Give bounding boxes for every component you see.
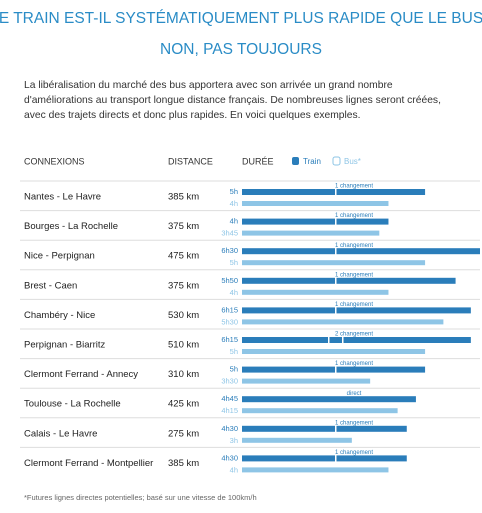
bus-bar <box>242 378 371 384</box>
change-divider <box>328 336 330 344</box>
connection-name: Nice - Perpignan <box>24 251 95 262</box>
connection-name: Chambéry - Nice <box>24 310 95 321</box>
intro-box: La libéralisation du marché des bus appo… <box>24 80 441 121</box>
legend-bus: Bus* <box>344 157 361 166</box>
note: 1 changement <box>335 272 373 278</box>
footnote: *Futures lignes directes potentielles; b… <box>24 493 257 502</box>
bus-bar <box>242 319 444 325</box>
connection-name: Clermont Ferrand - Montpellier <box>24 458 153 469</box>
connection-name: Calais - Le Havre <box>24 428 97 439</box>
note: direct <box>347 391 362 397</box>
train-bar <box>242 218 389 225</box>
train-label: 4h30 <box>221 453 238 462</box>
change-divider <box>335 454 337 463</box>
train-bar <box>242 396 416 403</box>
column-header: DISTANCE <box>168 156 213 166</box>
distance: 385 km <box>168 458 199 469</box>
change-divider <box>335 365 337 374</box>
bus-label: 5h <box>230 258 238 267</box>
distance: 425 km <box>168 399 199 410</box>
title: LE TRAIN EST-IL SYSTÉMATIQUEMENT PLUS RA… <box>0 10 482 27</box>
distance: 375 km <box>168 280 199 291</box>
bus-bar <box>242 349 426 354</box>
connection-name: Brest - Caen <box>24 280 77 291</box>
bus-bar <box>242 230 380 236</box>
train-bar <box>242 455 407 462</box>
bus-label: 4h <box>230 465 238 474</box>
change-divider <box>335 247 337 256</box>
train-label: 4h45 <box>221 394 238 403</box>
bus-label: 4h <box>230 199 238 208</box>
train-label: 5h <box>230 187 238 196</box>
note: 1 changement <box>335 243 373 249</box>
note: 1 changement <box>335 450 373 456</box>
legend-train: Train <box>303 157 321 166</box>
train-bar <box>242 277 456 284</box>
bus-bar <box>242 467 389 473</box>
legend: Train Bus* <box>292 156 361 166</box>
train-label: 5h50 <box>221 276 238 285</box>
train-bar <box>242 337 471 343</box>
bus-bar <box>242 260 426 266</box>
change-divider <box>335 424 337 433</box>
train-bar <box>242 248 480 255</box>
bus-label: 3h30 <box>221 377 238 386</box>
bus-icon <box>332 156 341 166</box>
train-bar <box>242 307 471 314</box>
bus-label: 5h30 <box>221 317 238 326</box>
connection-name: Nantes - Le Havre <box>24 192 101 203</box>
connection-name: Bourges - La Rochelle <box>24 221 118 232</box>
distance: 475 km <box>168 251 199 262</box>
train-label: 4h30 <box>221 424 238 433</box>
column-header: DURÉE <box>242 156 274 166</box>
train-label: 5h <box>230 365 238 374</box>
subtitle: NON, PAS TOUJOURS <box>160 41 322 58</box>
bus-label: 3h <box>230 436 238 445</box>
train-label: 6h15 <box>221 335 238 344</box>
bus-label: 3h45 <box>221 229 238 238</box>
note: 1 changement <box>335 184 373 190</box>
train-label: 6h30 <box>221 246 238 255</box>
bus-bar <box>242 408 398 414</box>
bus-label: 4h15 <box>221 406 238 415</box>
train-bar <box>242 366 426 373</box>
distance: 530 km <box>168 310 199 321</box>
note: 1 changement <box>335 302 373 308</box>
distance: 385 km <box>168 192 199 203</box>
connection-name: Clermont Ferrand - Annecy <box>24 369 138 380</box>
train-icon <box>292 157 299 165</box>
train-label: 6h15 <box>221 305 238 314</box>
note: 1 changement <box>335 361 373 367</box>
change-divider <box>335 276 337 285</box>
change-divider <box>335 306 337 315</box>
column-header: CONNEXIONS <box>24 156 85 166</box>
bus-bar <box>242 289 389 295</box>
note: 1 changement <box>335 420 373 426</box>
change-divider <box>342 336 344 344</box>
train-bar <box>242 425 407 432</box>
intro: La libéralisation du marché des bus appo… <box>24 80 441 121</box>
train-label: 4h <box>230 217 238 226</box>
bus-label: 5h <box>230 347 238 356</box>
bus-bar <box>242 201 389 206</box>
bus-label: 4h <box>230 288 238 297</box>
distance: 375 km <box>168 221 199 232</box>
connection-name: Perpignan - Biarritz <box>24 340 106 351</box>
train-bar <box>242 189 426 195</box>
connection-name: Toulouse - La Rochelle <box>24 399 121 410</box>
distance: 275 km <box>168 428 199 439</box>
note: 2 changement <box>335 332 373 338</box>
note: 1 changement <box>335 213 373 219</box>
bus-bar <box>242 437 352 443</box>
change-divider <box>335 217 337 226</box>
distance: 510 km <box>168 340 199 351</box>
change-divider <box>335 188 337 196</box>
distance: 310 km <box>168 369 199 380</box>
